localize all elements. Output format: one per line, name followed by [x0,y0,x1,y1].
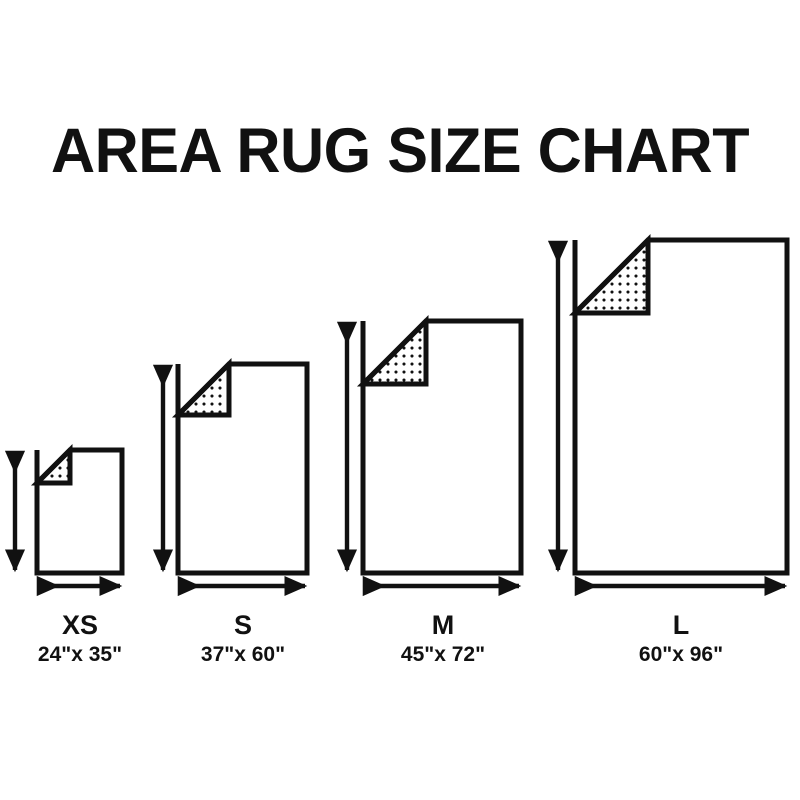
size-dimensions-l: 60"x 96" [638,643,724,666]
rug-fold-fill-l [575,240,648,313]
size-label-xs: XS 24"x 35" [0,610,160,668]
size-dimensions-xs: 24"x 35" [37,643,123,666]
size-letter-m: M [431,610,455,640]
rug-fold-outline-xs [30,443,73,486]
rug-body-xs [34,447,125,576]
size-label-s: S 37"x 60" [163,610,323,668]
size-letter-xs: XS [61,610,99,640]
size-letter-s: S [233,610,252,640]
page-title: AREA RUG SIZE CHART [50,116,750,186]
size-label-l: L 60"x 96" [601,610,761,668]
rug-fold-outline-l [568,233,651,316]
size-label-m: M 45"x 72" [363,610,523,668]
size-dimensions-s: 37"x 60" [200,643,286,666]
rug-shape-l [568,233,790,576]
rug-body-s [175,361,310,576]
rug-fold-outline-m [356,314,429,387]
rug-shape-m [356,314,524,576]
rug-shape-s [171,357,310,576]
rug-fold-fill-s [178,364,229,415]
size-letter-l: L [672,610,690,640]
rug-body-m [360,318,524,576]
rug-fold-fill-m [363,321,426,384]
rug-fold-fill-xs [37,450,70,483]
rug-body-l [572,237,790,576]
rug-shape-xs [30,443,125,576]
rug-fold-outline-s [171,357,232,418]
size-dimensions-m: 45"x 72" [400,643,486,666]
